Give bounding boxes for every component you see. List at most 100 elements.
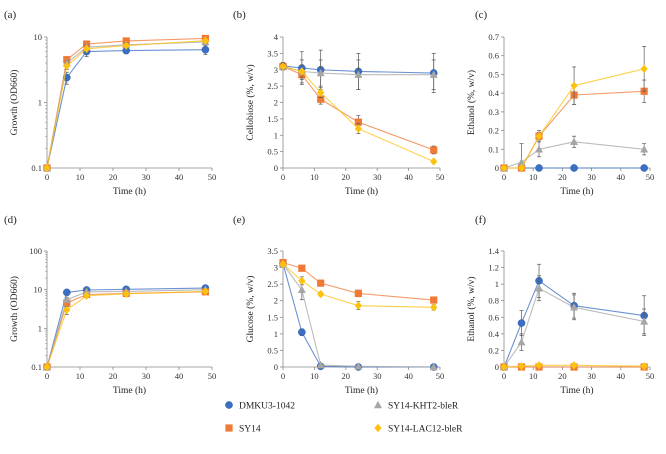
legend-label: SY14-LAC12-bleR [388, 425, 463, 435]
x-tick-label: 10 [310, 172, 319, 182]
panel-label: (f) [475, 214, 486, 226]
legend: DMKU3-1042 SY14 SY14-KHT2-bleR SY14-LAC12-b… [225, 400, 463, 435]
x-tick-label: 20 [342, 172, 351, 182]
y-tick-label: 0.2 [488, 345, 499, 355]
data-point [63, 299, 71, 307]
x-tick-label: 40 [175, 172, 184, 182]
x-tick-label: 40 [175, 371, 184, 381]
series-line [282, 263, 434, 368]
x-tick-label: 30 [142, 172, 151, 182]
y-tick-label: 1.5 [267, 114, 278, 124]
x-tick-label: 40 [617, 371, 626, 381]
data-point [640, 317, 649, 325]
legend-marker-circle [225, 401, 233, 409]
series-sy14-lac12-bler [500, 46, 648, 173]
series-sy14-lac12-bler [43, 36, 209, 173]
data-point [317, 88, 325, 97]
y-tick-label: 0 [495, 163, 499, 173]
x-tick-label: 20 [342, 371, 351, 381]
data-point [317, 279, 325, 287]
data-point [570, 164, 578, 172]
data-point [82, 287, 91, 296]
y-tick-label: 4 [274, 32, 279, 42]
data-point [316, 68, 325, 77]
data-point [201, 36, 209, 45]
data-point [63, 305, 71, 315]
x-axis-label: Time (h) [560, 186, 593, 197]
y-tick-label: 2.5 [267, 279, 278, 289]
y-tick-label: 0.6 [488, 51, 499, 61]
y-tick-label: 3 [274, 65, 278, 75]
legend-label: DMKU3-1042 [239, 402, 295, 412]
x-axis-label: Time (h) [560, 385, 593, 396]
panel-label: (a) [4, 9, 17, 21]
y-tick-label: 1 [38, 98, 42, 108]
data-point [354, 362, 363, 370]
x-tick-label: 10 [529, 172, 538, 182]
legend-label: SY14 [239, 425, 261, 435]
x-tick-label: 0 [45, 371, 49, 381]
y-tick-label: 1.2 [488, 263, 499, 273]
x-tick-label: 10 [529, 371, 538, 381]
series-sy14-lac12-bler [500, 361, 648, 372]
series-line [46, 291, 206, 368]
data-point [517, 361, 526, 371]
y-tick-label: 3 [274, 263, 278, 273]
data-point [535, 131, 543, 141]
x-tick-label: 40 [404, 371, 413, 381]
x-tick-label: 0 [502, 371, 506, 381]
y-tick-label: 1 [38, 323, 42, 333]
x-tick-label: 0 [502, 172, 506, 182]
x-tick-label: 40 [617, 172, 626, 182]
y-tick-label: 1 [274, 130, 278, 140]
y-tick-label: 2 [274, 296, 278, 306]
x-tick-label: 20 [558, 172, 567, 182]
y-tick-label: 2 [274, 98, 278, 108]
data-point [316, 360, 325, 369]
data-point [63, 61, 71, 71]
y-tick-label: 0.5 [488, 69, 499, 79]
series-line [46, 49, 206, 169]
series-line [46, 287, 206, 368]
data-point [354, 124, 362, 133]
x-axis-label: Time (h) [113, 186, 146, 197]
y-axis-label: Growth (OD660) [9, 276, 20, 342]
x-tick-label: 20 [109, 371, 118, 381]
data-point [500, 163, 508, 173]
y-tick-label: 0.5 [267, 147, 278, 157]
y-axis-label: Ethanol (%, w/v) [466, 70, 477, 135]
y-axis-label: Glucose (%, w/v) [245, 276, 256, 343]
panel-label: (e) [233, 214, 246, 226]
x-tick-label: 50 [436, 371, 445, 381]
y-tick-label: 1 [274, 329, 278, 339]
data-point [640, 164, 648, 172]
y-tick-label: 1 [495, 279, 499, 289]
x-tick-label: 20 [558, 371, 567, 381]
data-point [298, 328, 306, 337]
panel-b: (b) 0 10 20 30 40 50 0 0.5 1 1.5 2 2.5 3 3.5 4 Time (h) C… [233, 9, 444, 197]
x-axis-label: Time (h) [113, 385, 146, 396]
y-tick-label: 0.1 [31, 163, 42, 173]
x-axis-label: Time (h) [345, 385, 378, 396]
data-point [298, 264, 306, 272]
data-point [83, 44, 91, 54]
data-point [43, 362, 51, 372]
x-tick-label: 30 [587, 371, 596, 381]
data-point [535, 164, 543, 172]
data-point [517, 163, 526, 173]
series-line [46, 37, 206, 169]
x-tick-label: 50 [208, 172, 217, 182]
data-point [429, 362, 438, 371]
y-axis-label: Cellobiose (%, w/v) [245, 64, 256, 140]
data-point [297, 285, 306, 293]
data-point [298, 67, 306, 76]
y-tick-label: 0.6 [488, 312, 499, 322]
y-tick-label: 0.7 [488, 32, 499, 42]
x-tick-label: 40 [404, 172, 413, 182]
y-tick-label: 3.5 [267, 48, 278, 58]
data-point [535, 361, 543, 370]
data-point [298, 276, 306, 286]
panel-f: (f) 0 10 20 30 40 50 0 0.2 0.4 0.6 0.8 1 1.2 1.4 Time (… [466, 214, 654, 396]
y-tick-label: 0 [274, 163, 278, 173]
y-tick-label: 1.5 [267, 312, 278, 322]
